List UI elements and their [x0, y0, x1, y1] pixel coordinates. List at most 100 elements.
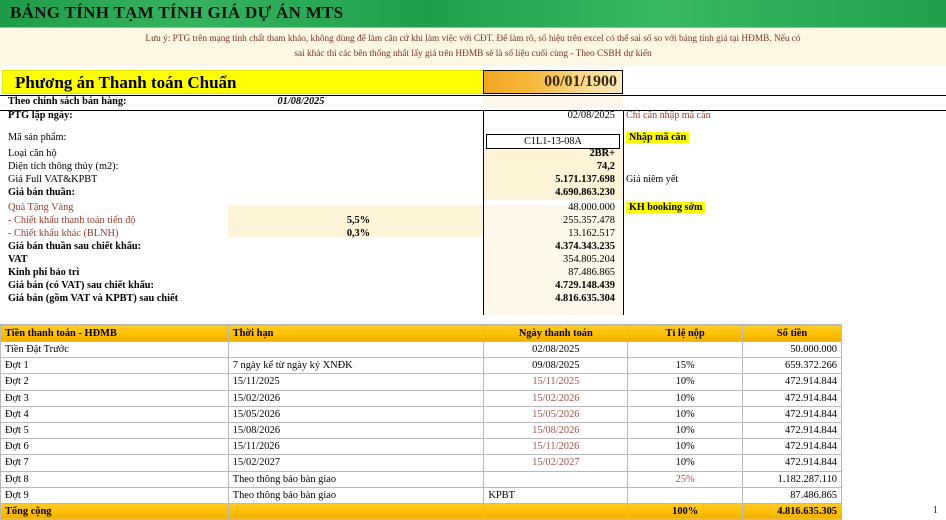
info-row: Giá bán (gồm VAT và KPBT) sau chiết 4.81…: [0, 293, 946, 306]
cell-amount: 472.914.844: [742, 421, 842, 440]
table-row[interactable]: Đợt 8 Theo thông báo bàn giao 25% 1.182.…: [0, 470, 842, 488]
rule-top: [0, 95, 946, 96]
notice-block: Lưu ý: PTG trên mạng tính chất tham khảo…: [0, 28, 946, 66]
column-header-installment[interactable]: Tiền thanh toán - HĐMB: [0, 324, 229, 342]
table-row[interactable]: Tiền Đặt Trước 02/08/2025 50.000.000: [0, 340, 842, 359]
cell-ratio: 10%: [627, 421, 744, 440]
column-header-payment-date[interactable]: Ngày thanh toán: [483, 324, 629, 342]
cell-amount: 472.914.844: [742, 405, 842, 423]
info-row: Giá bán (có VAT) sau chiết khấu: 4.729.1…: [0, 280, 946, 293]
cell-amount: 659.372.266: [742, 357, 842, 375]
info-value: 87.486.865: [568, 267, 615, 278]
info-row: Giá Full VAT&KPBT 5.171.137.698 Giá niêm…: [0, 174, 946, 187]
info-label: Diện tích thông thủy (m2):: [8, 161, 119, 172]
info-row: Kinh phí bảo trì 87.486.865: [0, 267, 946, 280]
page-title: BẢNG TÍNH TẠM TÍNH GIÁ DỰ ÁN MTS: [10, 3, 344, 22]
table-row[interactable]: Đợt 5 15/08/2026 15/08/2026 10% 472.914.…: [0, 421, 842, 440]
highlight-date-value: 00/01/1900: [544, 73, 617, 90]
cell-installment: Đợt 2: [0, 373, 229, 391]
info-value: 74,2: [596, 161, 615, 172]
discount-panel: [228, 205, 518, 237]
table-row[interactable]: Đợt 7 15/02/2027 15/02/2027 10% 472.914.…: [0, 454, 842, 472]
cell-term: Theo thông báo bàn giao: [227, 486, 485, 504]
info-row: Loại căn hộ 2BR+: [0, 148, 946, 161]
cell-installment: Đợt 9: [0, 486, 229, 504]
info-label: Giá bán thuần sau chiết khấu:: [8, 241, 142, 252]
info-label: Giá Full VAT&KPBT: [8, 174, 98, 185]
cell-total-label: Tổng cộng: [0, 502, 229, 520]
cell-ratio: 10%: [627, 373, 744, 391]
cell-term: [227, 340, 485, 359]
cell-date: 15/11/2026: [483, 438, 629, 456]
cell-date: 15/02/2027: [483, 454, 629, 472]
cell-ratio: 10%: [627, 405, 744, 423]
table-row[interactable]: Đợt 6 15/11/2026 15/11/2026 10% 472.914.…: [0, 438, 842, 456]
value-panel-b: [483, 150, 623, 200]
cell-term: 15/05/2026: [227, 405, 485, 423]
rule-under-policy: [0, 110, 946, 111]
cell-term: Theo thông báo bàn giao: [227, 470, 485, 488]
table-row[interactable]: Đợt 9 Theo thông báo bàn giao KPBT 87.48…: [0, 486, 842, 504]
info-value: 354.805.204: [563, 254, 615, 265]
table-row[interactable]: Đợt 1 7 ngày kể từ ngày ký XNĐK 09/08/20…: [0, 357, 842, 375]
cell-term: 15/02/2026: [227, 389, 485, 407]
info-value: 5.171.137.698: [555, 174, 615, 185]
cell-date: 02/08/2025: [483, 340, 629, 359]
cell-amount: 87.486.865: [742, 486, 842, 504]
info-mid-value: 01/08/2025: [277, 96, 325, 107]
value-panel-a: [483, 96, 623, 108]
table-row[interactable]: Đợt 2 15/11/2025 15/11/2025 10% 472.914.…: [0, 373, 842, 391]
table-row[interactable]: Đợt 3 15/02/2026 15/02/2026 10% 472.914.…: [0, 389, 842, 407]
cell-ratio: 10%: [627, 389, 744, 407]
table-row[interactable]: Đợt 4 15/05/2026 15/05/2026 10% 472.914.…: [0, 405, 842, 423]
info-label: PTG lập ngày:: [8, 110, 73, 121]
info-percent: 0,3%: [346, 228, 370, 239]
product-code-input[interactable]: C1L1-13-08A: [486, 134, 620, 149]
column-header-term[interactable]: Thời hạn: [227, 324, 485, 342]
cell-date: 15/11/2025: [483, 373, 629, 391]
info-percent: 5,5%: [346, 215, 370, 226]
cell-amount: 472.914.844: [742, 454, 842, 472]
cell-date: KPBT: [483, 486, 629, 504]
cell-installment: Đợt 6: [0, 438, 229, 456]
info-label: Giá bán (gồm VAT và KPBT) sau chiết: [8, 293, 179, 304]
cell-amount: 1.182.287.110: [742, 470, 842, 488]
column-header-ratio[interactable]: Tỉ lệ nộp: [627, 324, 744, 342]
cell-installment: Đợt 4: [0, 405, 229, 423]
notice-line-2: sai khác thì các bên thống nhất lấy giá …: [294, 49, 652, 59]
value-col-left-border: [483, 110, 484, 315]
table-total-row[interactable]: Tổng cộng 100% 4.816.635.305: [0, 502, 842, 520]
section-header-band: Phương án Thanh toán Chuẩn: [2, 70, 488, 94]
info-label: Theo chính sách bán hàng:: [8, 96, 127, 107]
cell-installment: Tiền Đặt Trước: [0, 340, 229, 359]
info-note: Giá niêm yết: [626, 174, 679, 185]
info-label: Giá bán (có VAT) sau chiết khấu:: [8, 280, 154, 291]
info-note: Nhập mã căn: [626, 132, 690, 143]
cell-amount: 50.000.000: [742, 340, 842, 359]
info-note: KH booking sớm: [626, 202, 706, 213]
cell-date: 15/05/2026: [483, 405, 629, 423]
section-header-label: Phương án Thanh toán Chuẩn: [15, 73, 237, 92]
cell-term: 15/11/2026: [227, 438, 485, 456]
info-value: 4.729.148.439: [555, 280, 615, 291]
cell-installment: Đợt 3: [0, 389, 229, 407]
highlight-date-cell[interactable]: 00/01/1900: [483, 70, 623, 94]
info-row: Mã sản phẩm: Nhập mã căn: [0, 128, 946, 148]
cell-installment: Đợt 7: [0, 454, 229, 472]
cell-amount: 472.914.844: [742, 373, 842, 391]
cell-amount: 472.914.844: [742, 438, 842, 456]
info-grid: Theo chính sách bán hàng: 01/08/2025 PTG…: [0, 96, 946, 306]
cell-total-term: [227, 502, 485, 520]
info-row: - Chiết khấu khác (BLNH) 0,3% 13.162.517: [0, 228, 946, 241]
cell-term: 15/02/2027: [227, 454, 485, 472]
page-number: 1: [932, 505, 938, 516]
info-row: Giá bán thuần sau chiết khấu: 4.374.343.…: [0, 241, 946, 254]
title-banner: BẢNG TÍNH TẠM TÍNH GIÁ DỰ ÁN MTS: [0, 0, 946, 28]
cell-date: 15/02/2026: [483, 389, 629, 407]
info-row: - Chiết khấu thanh toán tiến độ 5,5% 255…: [0, 215, 946, 228]
cell-amount: 472.914.844: [742, 389, 842, 407]
column-header-amount[interactable]: Số tiền: [742, 324, 842, 342]
info-row: Theo chính sách bán hàng: 01/08/2025: [0, 96, 946, 110]
value-col-right-border: [623, 110, 624, 315]
